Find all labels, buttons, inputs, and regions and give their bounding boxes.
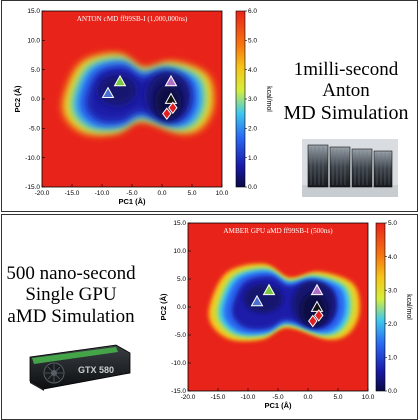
colorbar-tick-label: 3.0 xyxy=(388,287,397,294)
y-tick-label: 5.0 xyxy=(31,67,40,74)
colorbar-tick-label: 4.0 xyxy=(388,254,397,261)
colorbar-tick-label: 1.0 xyxy=(388,355,397,362)
x-tick-label: -20.0 xyxy=(181,394,196,401)
x-tick-label: -5.0 xyxy=(272,394,284,401)
y-axis-label: PC2 (Å) xyxy=(13,85,22,113)
y-tick-label: -5.0 xyxy=(175,332,187,339)
y-tick-label: 15.0 xyxy=(173,220,186,227)
x-axis-label: PC1 (Å) xyxy=(118,197,146,206)
colorbar-tick-label: 0.0 xyxy=(248,184,257,191)
anton-caption-line-2: Anton xyxy=(322,80,370,102)
gpu-panel: 500 nano-second Single GPU aMD Simulatio… xyxy=(1,214,418,420)
colorbar-tick-label: 1.0 xyxy=(248,155,257,162)
colorbar-tick-label: 4.0 xyxy=(248,67,257,74)
colorbar-label: kcal/mol xyxy=(265,86,272,112)
y-tick-label: 0.0 xyxy=(31,96,40,103)
y-tick-label: 0.0 xyxy=(177,304,186,311)
x-axis-label: PC1 (Å) xyxy=(264,401,292,410)
colorbar-tick-label: 3.0 xyxy=(248,96,257,103)
structure-marker-diamond xyxy=(168,101,178,115)
structure-marker-triangle xyxy=(262,283,276,296)
structure-marker-triangle xyxy=(113,74,127,87)
anton-free-energy-plot: ANTON cMD ff99SB-I (1,000,000ns)-20.0 -15… xyxy=(13,8,272,206)
gpu-caption-line-3: aMD Simulation xyxy=(7,305,135,327)
energy-well-0 xyxy=(97,74,137,106)
anton-caption: 1milli-second Anton MD Simulation xyxy=(274,59,418,124)
colorbar xyxy=(375,222,386,392)
plot-title: ANTON cMD ff99SB-I (1,000,000ns) xyxy=(77,15,188,23)
x-tick-label: -5.0 xyxy=(126,190,138,197)
colorbar-label: kcal/mol xyxy=(405,294,412,320)
y-tick-label: -15.0 xyxy=(25,184,40,191)
y-tick-label: -5.0 xyxy=(29,126,41,133)
x-tick-label: 0.0 xyxy=(303,394,312,401)
x-tick-label: 5.0 xyxy=(333,394,342,401)
colorbar-tick-label: 0.0 xyxy=(388,388,397,395)
y-tick-label: -10.0 xyxy=(171,360,186,367)
structure-marker-diamond xyxy=(162,107,172,120)
anton-caption-line-3: MD Simulation xyxy=(283,101,409,124)
x-tick-label: 5.0 xyxy=(187,190,196,197)
structure-marker-triangle xyxy=(164,92,178,104)
colorbar-tick-label: 2.0 xyxy=(248,126,257,133)
y-tick-label: 15.0 xyxy=(27,8,40,15)
colorbar-tick-label: 2.0 xyxy=(388,321,397,328)
y-tick-label: -15.0 xyxy=(171,388,186,395)
colorbar xyxy=(235,10,246,188)
x-tick-label: -15.0 xyxy=(211,394,226,401)
y-axis-label: PC2 (Å) xyxy=(159,293,168,321)
structure-marker-triangle xyxy=(310,283,324,296)
y-tick-label: 5.0 xyxy=(177,276,186,283)
amber-free-energy-plot: AMBER GPU aMD ff99SB-I (500ns)-20.0 -15.0… xyxy=(159,220,412,410)
structure-marker-triangle xyxy=(101,86,115,99)
x-tick-label: -10.0 xyxy=(95,190,110,197)
structure-marker-diamond xyxy=(314,309,324,322)
gpu-card-image: GTX 580 xyxy=(29,344,131,391)
gpu-caption: 500 nano-second Single GPU aMD Simulatio… xyxy=(2,263,140,327)
anton-panel: ANTON cMD ff99SB-I (1,000,000ns) -20.0 -15… xyxy=(1,0,418,212)
y-tick-label: 10.0 xyxy=(173,248,186,255)
colorbar-tick-label: 6.0 xyxy=(248,8,257,15)
x-tick-label: -15.0 xyxy=(65,190,80,197)
structure-marker-diamond xyxy=(308,314,318,328)
structure-marker-triangle xyxy=(164,74,178,87)
gpu-caption-line-2: Single GPU xyxy=(25,284,117,306)
plot-title: AMBER GPU aMD ff99SB-I (500ns) xyxy=(223,227,333,235)
x-tick-label: -10.0 xyxy=(241,394,256,401)
y-tick-label: -10.0 xyxy=(25,155,40,162)
structure-marker-triangle xyxy=(310,300,324,312)
x-tick-label: 0.0 xyxy=(157,190,166,197)
x-tick-label: 10.0 xyxy=(216,190,229,197)
x-tick-label: 10.0 xyxy=(362,394,375,401)
colorbar-tick-label: 5.0 xyxy=(248,38,257,45)
x-tick-label: -20.0 xyxy=(35,190,50,197)
gpu-caption-line-1: 500 nano-second xyxy=(6,263,136,284)
y-tick-label: 10.0 xyxy=(27,38,40,45)
anton-supercomputer-image xyxy=(302,139,398,197)
gpu-card-label: GTX 580 xyxy=(78,365,114,375)
anton-caption-line-1: 1milli-second xyxy=(293,59,399,80)
energy-well-0 xyxy=(243,284,283,314)
colorbar-tick-label: 5.0 xyxy=(388,220,397,227)
structure-marker-triangle xyxy=(250,294,264,307)
